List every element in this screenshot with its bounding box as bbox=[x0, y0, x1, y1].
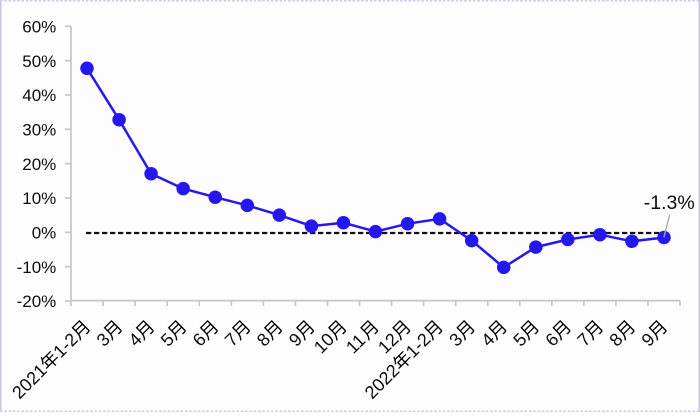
svg-text:30%: 30% bbox=[22, 121, 56, 140]
svg-text:-20%: -20% bbox=[17, 292, 57, 311]
svg-text:60%: 60% bbox=[22, 18, 56, 37]
svg-text:40%: 40% bbox=[22, 86, 56, 105]
svg-text:10%: 10% bbox=[22, 189, 56, 208]
svg-text:-1.3%: -1.3% bbox=[644, 192, 695, 214]
svg-text:-10%: -10% bbox=[17, 258, 57, 277]
svg-text:0%: 0% bbox=[32, 224, 57, 243]
svg-text:50%: 50% bbox=[22, 52, 56, 71]
svg-text:20%: 20% bbox=[22, 155, 56, 174]
